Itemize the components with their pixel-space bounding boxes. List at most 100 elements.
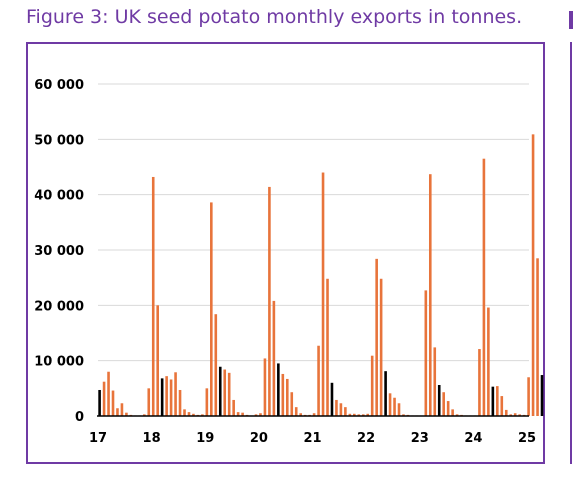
bar — [236, 412, 240, 416]
x-tick-label: 21 — [303, 431, 321, 446]
bar — [187, 412, 191, 416]
bar — [241, 412, 244, 416]
next-figure-title-fragment — [569, 11, 573, 29]
bar — [183, 409, 186, 416]
y-tick-label: 40 000 — [34, 189, 84, 204]
bar-highlight — [98, 389, 101, 416]
bar — [496, 386, 499, 416]
bar — [147, 388, 151, 416]
bar — [294, 407, 298, 416]
bar — [102, 381, 106, 416]
bar — [169, 379, 173, 416]
bar — [518, 414, 521, 416]
bar — [210, 202, 213, 416]
y-tick-label: 0 — [75, 410, 84, 425]
bar — [536, 258, 539, 416]
bar — [335, 399, 338, 416]
bar — [487, 307, 490, 416]
bar — [259, 413, 262, 416]
bar — [317, 345, 320, 416]
bar — [111, 390, 115, 416]
bar — [344, 407, 347, 416]
bar — [509, 414, 513, 416]
bar — [424, 290, 428, 416]
bar — [428, 174, 432, 416]
bar — [178, 389, 182, 416]
y-tick-label: 60 000 — [34, 78, 84, 93]
bar — [527, 377, 530, 416]
bar — [165, 376, 168, 416]
gridlines — [98, 83, 529, 362]
bar — [125, 412, 128, 416]
bar — [339, 403, 343, 416]
bar — [201, 414, 204, 416]
chart-frame — [26, 42, 545, 464]
bar — [326, 278, 329, 416]
bar — [397, 403, 401, 416]
x-tick-label: 24 — [464, 431, 482, 446]
bar — [455, 414, 459, 416]
bar — [142, 414, 146, 416]
bar — [513, 413, 517, 416]
bar — [272, 300, 276, 416]
bar — [116, 408, 119, 416]
x-tick-label: 17 — [89, 431, 107, 446]
bar — [299, 413, 302, 416]
bar — [120, 403, 124, 416]
bar — [366, 413, 370, 416]
bar — [375, 258, 378, 416]
bar — [353, 413, 356, 416]
bar-highlight — [384, 371, 387, 416]
bar — [321, 172, 325, 416]
bar — [223, 369, 227, 416]
bar — [500, 396, 504, 416]
x-tick-label: 20 — [250, 431, 268, 446]
bar — [482, 158, 486, 416]
bar-highlight — [160, 378, 164, 416]
y-axis-ticks: 0 10 000 20 000 30 000 40 000 50 000 60 000 — [34, 78, 84, 425]
bar — [254, 414, 258, 416]
bar — [393, 397, 396, 416]
bar — [227, 372, 231, 416]
x-tick-label: 18 — [143, 431, 161, 446]
bars — [98, 134, 544, 416]
bar — [281, 373, 285, 416]
y-tick-label: 20 000 — [34, 299, 84, 314]
bar — [107, 371, 110, 416]
bar — [290, 392, 294, 416]
bar — [531, 134, 535, 416]
bar — [370, 355, 374, 416]
bar — [388, 393, 392, 416]
bar — [151, 176, 155, 416]
bar-highlight — [437, 385, 441, 416]
bar — [205, 388, 209, 416]
bar — [442, 392, 445, 416]
bar — [379, 278, 383, 416]
y-tick-label: 10 000 — [34, 355, 84, 370]
x-tick-label: 22 — [357, 431, 375, 446]
bar — [312, 413, 316, 416]
bar — [156, 305, 159, 416]
next-figure-frame — [570, 42, 574, 464]
bar — [478, 349, 481, 416]
bar — [232, 399, 235, 416]
bar — [192, 413, 195, 416]
y-tick-label: 30 000 — [34, 244, 84, 259]
bar-highlight — [540, 375, 544, 416]
bar — [402, 414, 405, 416]
bar — [348, 413, 352, 416]
y-tick-label: 50 000 — [34, 133, 84, 148]
x-tick-label: 23 — [411, 431, 429, 446]
bar — [504, 409, 508, 416]
bar-highlight — [330, 382, 334, 416]
bar — [446, 401, 450, 416]
bar — [361, 414, 365, 416]
bar — [174, 372, 177, 416]
bar-highlight — [491, 386, 495, 416]
bar — [357, 414, 361, 416]
bar — [451, 409, 454, 416]
x-tick-label: 25 — [518, 431, 536, 446]
x-axis-ticks: 17 18 19 20 21 22 23 24 25 — [89, 431, 536, 446]
x-tick-label: 19 — [196, 431, 214, 446]
